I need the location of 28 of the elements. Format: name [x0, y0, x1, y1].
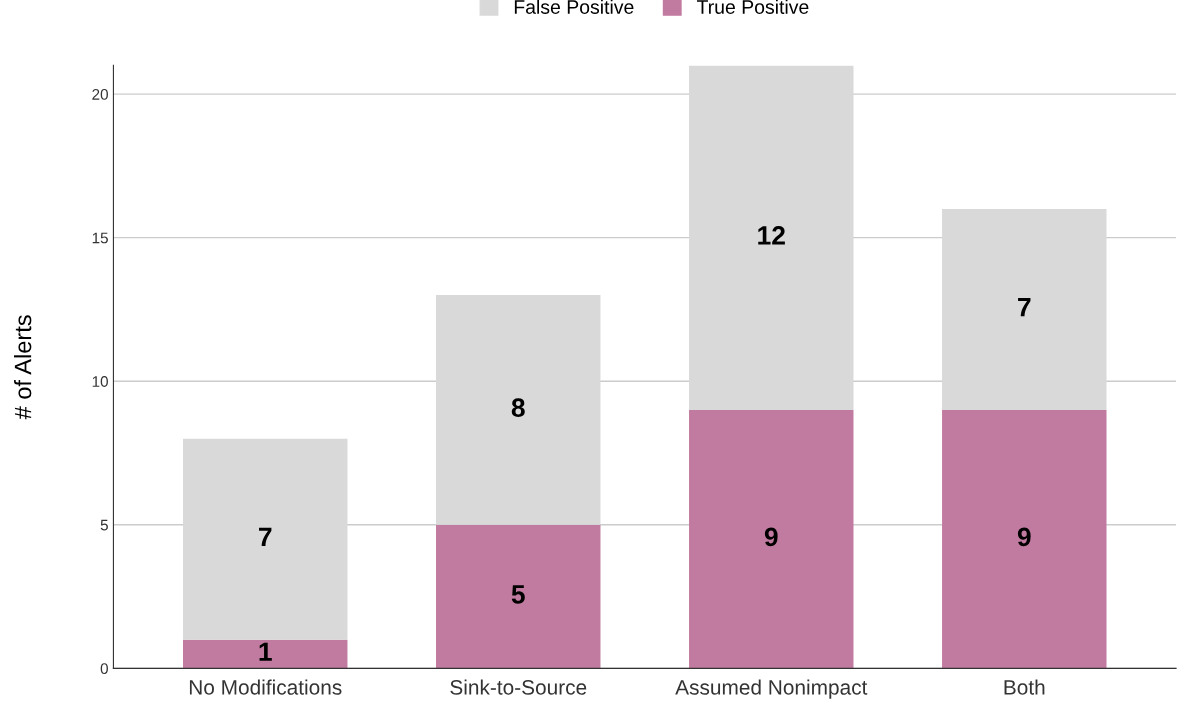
bar: [183, 639, 348, 669]
data-label: 5: [511, 585, 525, 604]
bar: [942, 208, 1107, 410]
legend-label: True Positive: [696, 0, 809, 14]
bar: [436, 295, 601, 525]
x-tick-label: Sink-to-Source: [450, 679, 587, 695]
y-tick-label: 0: [100, 663, 108, 675]
data-label: 1: [259, 642, 272, 661]
data-label: 12: [758, 226, 785, 245]
y-tick-label: 5: [100, 519, 108, 531]
y-tick-label: 10: [92, 376, 108, 387]
data-label: 8: [511, 398, 525, 418]
bar: [689, 409, 854, 669]
data-label: 7: [259, 527, 272, 546]
data-label: 9: [764, 527, 778, 547]
data-label: 9: [1017, 527, 1031, 547]
bar: [942, 409, 1107, 669]
bar: [183, 438, 348, 640]
y-axis-title: # of Alerts: [14, 315, 32, 420]
x-tick-label: Both: [1004, 679, 1045, 695]
legend-label: False Positive: [514, 0, 634, 14]
x-tick-label: No Modifications: [189, 679, 342, 695]
y-tick-label: 15: [92, 232, 108, 244]
bar: [436, 524, 601, 669]
x-tick-label: Assumed Nonimpact: [675, 679, 868, 699]
bar: [689, 65, 854, 410]
y-tick-label: 20: [92, 88, 108, 100]
data-label: 7: [1018, 298, 1031, 317]
